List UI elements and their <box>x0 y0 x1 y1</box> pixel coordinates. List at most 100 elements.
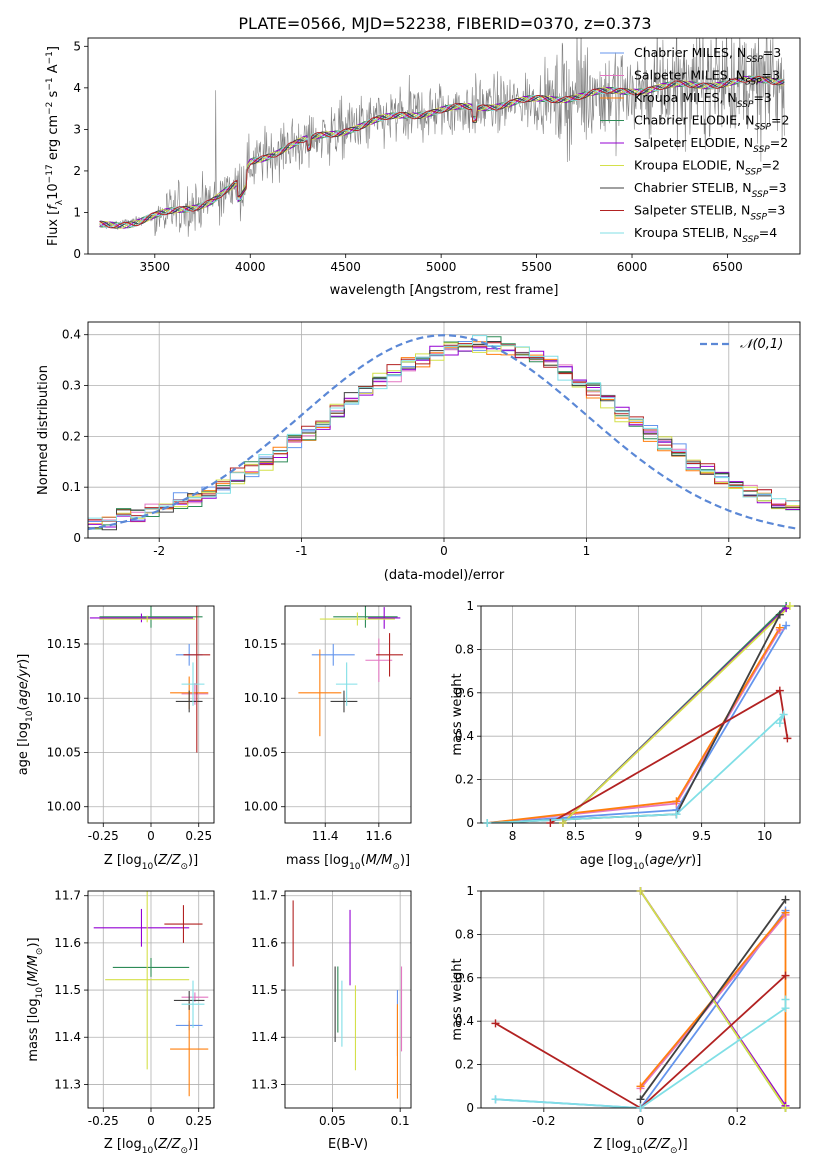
label-part: Salpeter ELODIE, N <box>634 135 753 150</box>
plot-area <box>99 38 785 237</box>
x-axis-label: Z [log10(Z/Z⊙)] <box>593 1137 687 1156</box>
axes-frame <box>284 890 412 1109</box>
label-part: ⊙ <box>392 862 400 872</box>
y-tick-label: 0 <box>73 531 81 545</box>
gridlines <box>481 890 800 1109</box>
residuals-panel: -2 -1 0 1 2 0 0.1 0.2 0.3 0.4 𝒩(0,1) (data-model)/e… <box>36 321 801 583</box>
plot-area <box>487 606 791 823</box>
y-axis-label: Flux [fλ10−17 erg cm−2 s−1 A−1] <box>45 46 65 246</box>
legend-label: Salpeter ELODIE, NSSP=2 <box>634 135 788 155</box>
mass-weight-line-8 <box>495 999 787 1108</box>
massweight-vs-z-panel: -0.2 0 0.2 0 0.2 0.4 0.6 0.8 1 Z [log10(Z/Z⊙)] mas… <box>450 884 801 1156</box>
label-part: Z/Z <box>157 1137 181 1152</box>
gridlines <box>285 891 411 1108</box>
y-tick-label: 10.05 <box>244 745 278 759</box>
label-part: =2 <box>770 135 788 150</box>
y-tick-label: 10.10 <box>47 691 81 705</box>
label-part: age/yr <box>16 662 31 705</box>
label-part: age [log <box>580 853 633 868</box>
x-tick-label: 0.25 <box>185 1114 212 1128</box>
x-axis-label: (data-model)/error <box>384 568 505 583</box>
label-part: −1 <box>45 51 55 64</box>
y-tick-label: 11.4 <box>54 1030 81 1044</box>
label-part: ( <box>153 1137 158 1152</box>
label-part: λ <box>55 199 65 205</box>
plus-marker <box>636 887 645 895</box>
normal-reference-curve <box>88 334 798 531</box>
x-axis-label: Z [log10(Z/Z⊙)] <box>104 1137 198 1156</box>
label-part: Chabrier STELIB, N <box>634 180 752 195</box>
y-tick-label: 11.7 <box>54 889 81 903</box>
label-part: =3 <box>763 45 781 60</box>
y-tick-label: 0.2 <box>455 773 474 787</box>
label-part: −1 <box>45 77 55 90</box>
y-tick-label: 11.5 <box>251 983 278 997</box>
x-tick-label: 0.2 <box>728 1114 747 1128</box>
plot-area <box>93 891 209 1097</box>
x-tick-label: -0.25 <box>88 829 119 843</box>
label-part: ⊙ <box>180 1146 188 1156</box>
label-part: ( <box>153 853 158 868</box>
y-tick-label: 0 <box>466 816 474 830</box>
y-tick-label: 0 <box>466 1101 474 1115</box>
x-tick-label: 9.5 <box>692 829 711 843</box>
y-tick-label: 0.4 <box>455 729 474 743</box>
label-part: Z/Z <box>647 1137 671 1152</box>
label-part: M/M <box>26 955 41 982</box>
label-part: Kroupa MILES, N <box>634 90 737 105</box>
label-part: mass [log <box>286 853 349 868</box>
axes-frame <box>87 321 801 539</box>
x-tick-label: 6500 <box>712 260 743 274</box>
label-part: =3 <box>753 90 771 105</box>
label-part: Chabrier MILES, N <box>634 45 746 60</box>
gridlines <box>88 606 214 823</box>
y-tick-label: 0.2 <box>455 1058 474 1072</box>
label-part: s <box>46 90 61 101</box>
x-tick-label: 0 <box>637 1114 645 1128</box>
x-axis-label: mass [log10(M/M⊙)] <box>286 853 410 872</box>
axes-frame <box>87 37 801 255</box>
label-part: ( <box>16 706 31 711</box>
label-part: Z/Z <box>157 853 181 868</box>
x-axis-label: E(B-V) <box>328 1137 368 1152</box>
x-tick-label: 0.25 <box>185 829 212 843</box>
model-spectrum-4 <box>99 75 785 229</box>
label-part: 10 <box>46 183 61 200</box>
label-part: Kroupa STELIB, N <box>634 225 742 240</box>
x-axis-label: Z [log10(Z/Z⊙)] <box>104 853 198 872</box>
x-tick-label: 0 <box>147 829 155 843</box>
label-part: erg cm <box>46 115 61 164</box>
axes-frame <box>87 890 215 1109</box>
label-part: )] <box>691 853 701 868</box>
x-tick-label: 0 <box>440 544 448 558</box>
label-part: )] <box>16 654 31 664</box>
label-part: SSP <box>746 55 763 65</box>
observed-spectrum <box>99 38 785 237</box>
legend-label: Kroupa STELIB, NSSP=4 <box>634 225 777 245</box>
label-part: =3 <box>762 68 780 83</box>
y-tick-label: 10.00 <box>47 800 81 814</box>
label-part: ( <box>361 853 366 868</box>
model-spectrum-7 <box>99 76 785 229</box>
x-tick-label: 9 <box>635 829 643 843</box>
label-part: Salpeter STELIB, N <box>634 203 750 218</box>
y-axis-label: age [log10(age/yr)] <box>16 654 35 776</box>
plus-marker <box>781 1004 790 1013</box>
plus-marker <box>491 1095 500 1104</box>
label-part: f <box>46 203 61 210</box>
x-tick-label: 5000 <box>426 260 457 274</box>
label-part: 10 <box>142 862 154 872</box>
x-tick-label: 0 <box>147 1114 155 1128</box>
legend-label: Salpeter STELIB, NSSP=3 <box>634 203 785 223</box>
y-tick-label: 0.4 <box>62 328 81 342</box>
label-part: age [log <box>16 722 31 775</box>
plus-marker <box>782 621 791 630</box>
plus-marker <box>781 971 790 980</box>
y-tick-label: 11.3 <box>251 1077 278 1091</box>
legend-label: Kroupa ELODIE, NSSP=2 <box>634 158 780 178</box>
y-axis-label: Normed distribution <box>36 365 51 495</box>
y-tick-label: 0.8 <box>455 642 474 656</box>
label-part: ( <box>644 853 649 868</box>
